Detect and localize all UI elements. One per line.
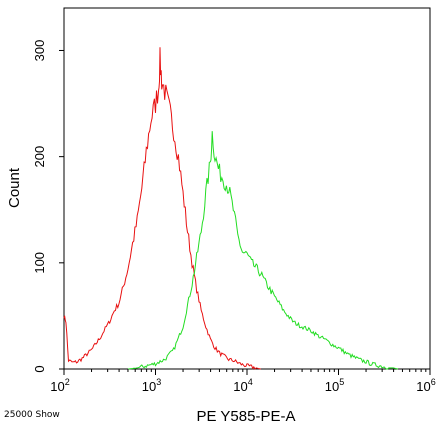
x-tick-label: 102: [50, 377, 69, 394]
footnote-label: 25000 Show: [4, 410, 60, 420]
x-axis-title: PE Y585-PE-A: [197, 408, 296, 425]
red-histogram-trace: [63, 47, 261, 370]
x-axis: 102 103 104 105 106: [50, 369, 436, 394]
x-tick-label: 105: [325, 377, 344, 394]
x-tick-label: 106: [416, 377, 435, 394]
plot-area: [63, 47, 399, 370]
x-tick-label: 103: [142, 377, 161, 394]
green-histogram-trace: [127, 131, 399, 370]
y-tick-label: 0: [32, 365, 47, 372]
y-tick-label: 200: [32, 146, 47, 168]
plot-frame: [63, 7, 431, 370]
y-axis: 0 100 200 300: [32, 40, 64, 373]
y-tick-label: 100: [32, 252, 47, 274]
y-axis-title: Count: [6, 167, 23, 208]
x-tick-label: 104: [233, 377, 252, 394]
y-tick-label: 300: [32, 40, 47, 62]
